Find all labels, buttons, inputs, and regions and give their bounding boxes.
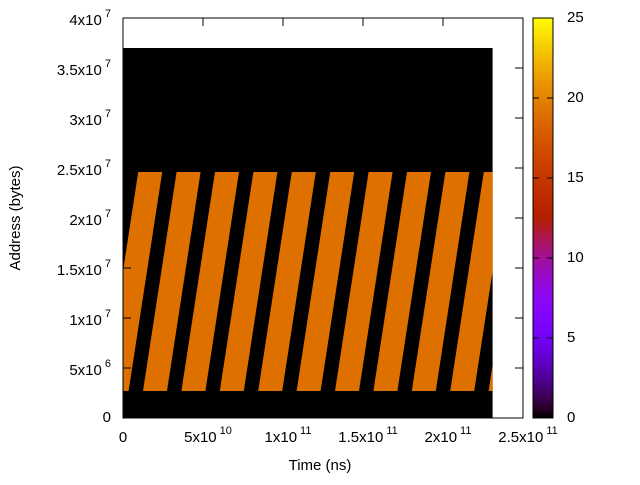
y-tick-label-base: 4x10 [69, 12, 102, 29]
y-tick-label-base: 1.5x10 [57, 262, 102, 279]
colorbar-tick-label: 0 [567, 409, 575, 426]
heatmap-stripe [143, 172, 201, 391]
stripes [123, 172, 493, 391]
y-tick-label-base: 2.5x10 [57, 162, 102, 179]
y-tick-label-base: 1x10 [69, 312, 102, 329]
heatmap-stripe [219, 172, 278, 391]
y-tick-label: 0 [103, 409, 111, 426]
y-tick-label-exponent: 7 [105, 308, 111, 320]
colorbar-tick-label: 20 [567, 89, 584, 106]
x-tick-label-exponent: 11 [546, 425, 557, 437]
x-axis-label: Time (ns) [289, 457, 352, 474]
x-tick-label: 0 [119, 429, 127, 446]
heatmap-stripe [296, 172, 355, 391]
y-tick-label-base: 3x10 [69, 112, 102, 129]
y-tick-label-exponent: 7 [105, 208, 111, 220]
y-tick-label: 2.5x10 7 [57, 158, 111, 179]
x-tick-label: 1.5x10 11 [338, 425, 397, 446]
y-tick-label-base: 3.5x10 [57, 62, 102, 79]
x-tick-label-base: 2.5x10 [498, 429, 543, 446]
y-tick-label-exponent: 7 [105, 8, 111, 20]
y-tick-label: 4x10 7 [69, 8, 111, 29]
x-tick-label-exponent: 11 [386, 425, 397, 437]
heatmap-stripe [258, 172, 316, 391]
x-tick-label-base: 2x10 [425, 429, 458, 446]
heatmap-stripe [450, 172, 493, 391]
x-tick-label: 2x10 11 [425, 425, 472, 446]
x-tick-label: 1x10 11 [265, 425, 312, 446]
y-axis-label: Address (bytes) [7, 165, 24, 270]
x-tick-label: 5x10 10 [184, 425, 232, 446]
colorbar-tick-label: 10 [567, 249, 584, 266]
heatmap-stripe [335, 172, 393, 391]
y-tick-label-exponent: 7 [105, 158, 111, 170]
colorbar-tick-label: 5 [567, 329, 575, 346]
x-tick-label-exponent: 11 [460, 425, 471, 437]
y-tick-label: 2x10 7 [69, 208, 111, 229]
y-tick-label-base: 2x10 [69, 212, 102, 229]
x-tick-label-base: 1.5x10 [338, 429, 383, 446]
y-tick-label-exponent: 6 [105, 358, 111, 370]
y-tick-label: 1x10 7 [69, 308, 111, 329]
colorbar [532, 17, 554, 419]
y-tick-label: 3x10 7 [69, 108, 111, 129]
x-tick-label-exponent: 11 [300, 425, 311, 437]
heatmap-stripe [411, 172, 470, 391]
y-tick-label: 1.5x10 7 [57, 258, 111, 279]
x-tick-label: 2.5x10 11 [498, 425, 557, 446]
x-tick-label-base: 5x10 [184, 429, 217, 446]
y-tick-label-base: 5x10 [69, 362, 102, 379]
y-tick-label-exponent: 7 [105, 108, 111, 120]
heatmap-stripe [181, 172, 239, 391]
y-tick-label: 5x10 6 [69, 358, 111, 379]
x-tick-label-exponent: 10 [220, 425, 232, 437]
colorbar-tick-label: 25 [567, 9, 584, 26]
heatmap-stripe [123, 172, 163, 391]
y-tick-label-exponent: 7 [105, 258, 111, 270]
colorbar-tick-label: 15 [567, 169, 584, 186]
y-tick-label: 3.5x10 7 [57, 58, 111, 79]
y-tick-label-exponent: 7 [105, 58, 111, 70]
heatmap-stripe [488, 364, 493, 391]
x-tick-label-base: 1x10 [265, 429, 298, 446]
heatmap-stripe [373, 172, 431, 391]
